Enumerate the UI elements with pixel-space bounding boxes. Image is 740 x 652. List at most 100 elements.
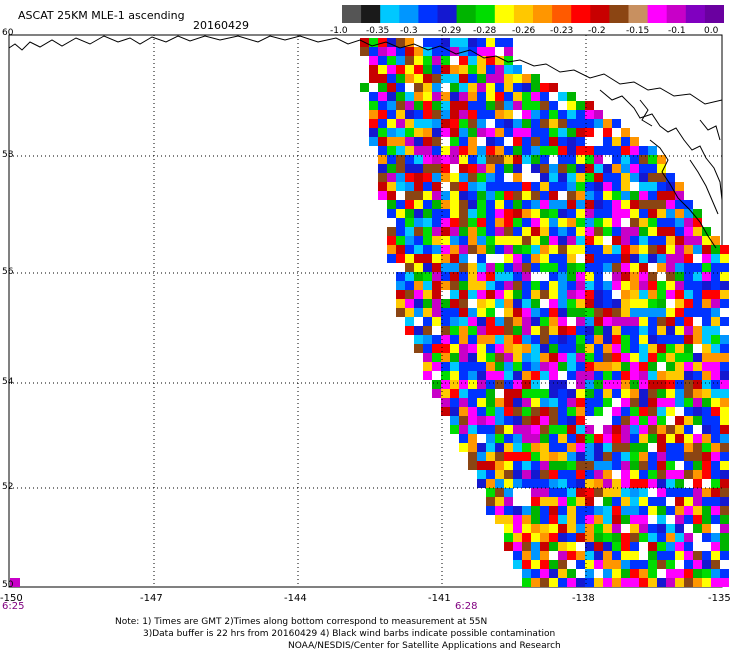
swath-cell bbox=[594, 290, 603, 299]
swath-cell bbox=[459, 74, 468, 83]
swath-cell bbox=[693, 326, 702, 335]
swath-cell bbox=[594, 524, 603, 533]
swath-cell bbox=[468, 182, 477, 191]
swath-cell bbox=[639, 497, 648, 506]
swath-cell bbox=[423, 227, 432, 236]
swath-cell bbox=[693, 479, 702, 488]
swath-cell bbox=[567, 461, 576, 470]
swath-cell bbox=[648, 452, 657, 461]
swath-cell bbox=[711, 254, 720, 263]
swath-cell bbox=[531, 380, 540, 389]
swath-cell bbox=[468, 443, 477, 452]
swath-cell bbox=[585, 362, 594, 371]
swath-cell bbox=[396, 47, 405, 56]
swath-cell bbox=[459, 137, 468, 146]
swath-cell bbox=[711, 515, 720, 524]
swath-cell bbox=[603, 353, 612, 362]
swath-cell bbox=[369, 65, 378, 74]
swath-cell bbox=[549, 515, 558, 524]
swath-cell bbox=[549, 146, 558, 155]
swath-cell bbox=[378, 173, 387, 182]
swath-cell bbox=[585, 209, 594, 218]
swath-cell bbox=[666, 380, 675, 389]
swath-cell bbox=[513, 146, 522, 155]
swath-cell bbox=[477, 92, 486, 101]
swath-cell bbox=[720, 461, 729, 470]
swath-cell bbox=[441, 56, 450, 65]
swath-cell bbox=[540, 470, 549, 479]
swath-cell bbox=[720, 380, 729, 389]
swath-cell bbox=[387, 173, 396, 182]
swath-cell bbox=[504, 326, 513, 335]
swath-cell bbox=[486, 344, 495, 353]
swath-cell bbox=[441, 164, 450, 173]
swath-cell bbox=[666, 371, 675, 380]
swath-cell bbox=[639, 182, 648, 191]
swath-cell bbox=[666, 335, 675, 344]
swath-cell bbox=[639, 578, 648, 587]
swath-cell bbox=[522, 146, 531, 155]
swath-cell bbox=[558, 452, 567, 461]
swath-cell bbox=[585, 497, 594, 506]
swath-cell bbox=[396, 227, 405, 236]
swath-cell bbox=[396, 155, 405, 164]
swath-cell bbox=[423, 326, 432, 335]
swath-cell bbox=[576, 272, 585, 281]
swath-cell bbox=[549, 524, 558, 533]
swath-cell bbox=[594, 569, 603, 578]
swath-cell bbox=[405, 101, 414, 110]
swath-cell bbox=[612, 389, 621, 398]
swath-cell bbox=[387, 200, 396, 209]
swath-cell bbox=[513, 164, 522, 173]
swath-cell bbox=[513, 443, 522, 452]
swath-cell bbox=[693, 569, 702, 578]
swath-cell bbox=[531, 479, 540, 488]
swath-cell bbox=[486, 326, 495, 335]
swath-cell bbox=[468, 74, 477, 83]
swath-cell bbox=[522, 398, 531, 407]
swath-cell bbox=[495, 128, 504, 137]
swath-cell bbox=[459, 416, 468, 425]
swath-cell bbox=[531, 146, 540, 155]
swath-cell bbox=[675, 245, 684, 254]
swath-cell bbox=[693, 425, 702, 434]
swath-cell bbox=[639, 461, 648, 470]
swath-cell bbox=[405, 155, 414, 164]
swath-cell bbox=[405, 236, 414, 245]
swath-cell bbox=[576, 578, 585, 587]
swath-cell bbox=[621, 497, 630, 506]
swath-cell bbox=[711, 407, 720, 416]
swath-cell bbox=[720, 389, 729, 398]
swath-cell bbox=[576, 443, 585, 452]
swath-cell bbox=[684, 389, 693, 398]
swath-cell bbox=[693, 407, 702, 416]
swath-cell bbox=[513, 560, 522, 569]
swath-cell bbox=[549, 281, 558, 290]
swath-cell bbox=[477, 308, 486, 317]
swath-cell bbox=[423, 272, 432, 281]
swath-cell bbox=[468, 119, 477, 128]
swath-cell bbox=[459, 119, 468, 128]
swath-cell bbox=[594, 191, 603, 200]
swath-cell bbox=[684, 281, 693, 290]
swath-cell bbox=[477, 47, 486, 56]
swath-cell bbox=[594, 452, 603, 461]
swath-cell bbox=[540, 371, 549, 380]
swath-cell bbox=[549, 254, 558, 263]
swath-cell bbox=[720, 524, 729, 533]
swath-cell bbox=[630, 461, 639, 470]
swath-cell bbox=[450, 164, 459, 173]
swath-cell bbox=[720, 452, 729, 461]
swath-cell bbox=[675, 542, 684, 551]
swath-cell bbox=[549, 83, 558, 92]
swath-cell bbox=[522, 200, 531, 209]
swath-cell bbox=[531, 155, 540, 164]
swath-cell bbox=[648, 497, 657, 506]
swath-cell bbox=[630, 299, 639, 308]
colorbar-label: -0.35 bbox=[366, 26, 390, 36]
swath-cell bbox=[414, 326, 423, 335]
swath-cell bbox=[594, 164, 603, 173]
swath-cell bbox=[702, 533, 711, 542]
coastline bbox=[8, 35, 723, 249]
swath-cell bbox=[603, 227, 612, 236]
